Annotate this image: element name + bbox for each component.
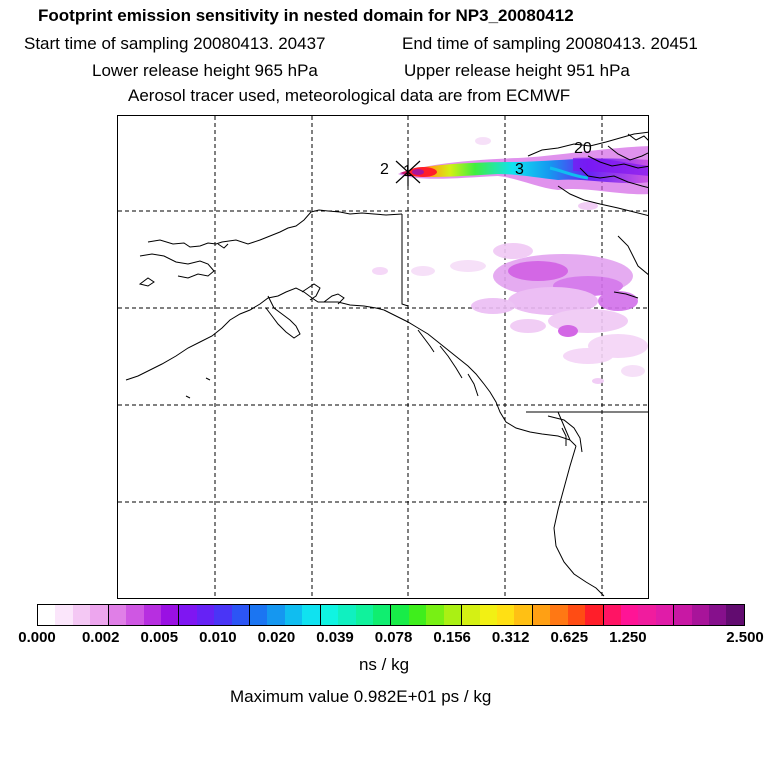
coastline <box>627 133 648 141</box>
sensitivity-field <box>372 137 648 384</box>
colorbar-cell <box>214 605 232 625</box>
map-panel: 2 1 3 20 <box>117 115 649 599</box>
colorbar-cell <box>284 605 303 625</box>
graticule <box>118 116 648 598</box>
tracer-info-label: Aerosol tracer used, meteorological data… <box>128 86 571 105</box>
colorbar-cell <box>108 605 127 625</box>
coastline <box>579 167 648 189</box>
coastline <box>323 293 345 305</box>
coastlines <box>125 131 648 597</box>
colorbar-tick-label: 0.005 <box>140 629 179 646</box>
colorbar-cell <box>373 605 392 625</box>
colorbar-cell <box>126 605 144 625</box>
coastline <box>217 243 229 249</box>
coastline <box>301 283 321 301</box>
colorbar-cell <box>479 605 497 625</box>
colorbar-tick-label: 0.010 <box>199 629 237 646</box>
colorbar-tick-label: 0.625 <box>550 629 589 646</box>
colorbar-tick-label: 0.312 <box>491 629 530 646</box>
colorbar-cell <box>55 605 73 625</box>
coastline <box>561 427 567 446</box>
coastline <box>125 287 385 381</box>
colorbar-cell <box>160 605 180 625</box>
colorbar-cell <box>408 605 427 625</box>
colorbar-cell <box>585 605 604 625</box>
colorbar-cell <box>567 605 586 625</box>
colorbar-tick-label: 0.000 <box>18 629 56 646</box>
colorbar-cell <box>250 605 268 625</box>
coastline <box>383 309 577 447</box>
coastline <box>417 329 435 353</box>
colorbar-cell <box>655 605 675 625</box>
colorbar-tick-label: 1.250 <box>609 629 647 646</box>
colorbar-cell <box>426 605 444 625</box>
coastline <box>205 377 211 381</box>
lower-height-label: Lower release height 965 hPa <box>92 61 318 80</box>
colorbar-cell <box>267 605 285 625</box>
coastline <box>607 145 648 161</box>
colorbar-tick-label: 0.002 <box>81 629 120 646</box>
colorbar-cell <box>462 605 480 625</box>
colorbar-cell <box>38 605 56 625</box>
coastline <box>139 253 215 279</box>
plot-title: Footprint emission sensitivity in nested… <box>38 6 574 25</box>
border <box>401 214 409 307</box>
coastline <box>439 345 463 379</box>
border <box>557 411 571 441</box>
colorbar-cell <box>709 605 727 625</box>
colorbar-cell <box>638 605 656 625</box>
trajectory-label-3: 3 <box>515 161 524 178</box>
trajectory-label-20: 20 <box>574 140 592 157</box>
colorbar <box>37 604 745 626</box>
colorbar-cell <box>443 605 463 625</box>
colorbar-tick-label: 2.500 <box>726 629 764 646</box>
colorbar-cell <box>143 605 161 625</box>
colorbar-cell <box>550 605 568 625</box>
colorbar-cell <box>620 605 639 625</box>
coastline <box>138 277 155 287</box>
upper-height-label: Upper release height 951 hPa <box>404 61 630 80</box>
trajectory-label-2: 2 <box>380 161 389 178</box>
colorbar-cell <box>726 605 744 625</box>
colorbar-tick-label: 0.078 <box>374 629 413 646</box>
colorbar-cell <box>691 605 710 625</box>
trajectory-label-1: 1 <box>403 163 412 180</box>
colorbar-cell <box>196 605 215 625</box>
colorbar-cell <box>338 605 356 625</box>
colorbar-cell <box>90 605 109 625</box>
colorbar-cell <box>532 605 551 625</box>
colorbar-cell <box>302 605 321 625</box>
start-time-label: Start time of sampling 20080413. 20437 <box>24 34 326 53</box>
colorbar-cell <box>179 605 197 625</box>
coastline <box>547 415 583 453</box>
coastline <box>147 209 403 248</box>
maximum-value-label: Maximum value 0.982E+01 ps / kg <box>230 687 492 706</box>
coastline <box>553 445 605 597</box>
coastline <box>617 235 648 275</box>
colorbar-cell <box>72 605 91 625</box>
coastline <box>265 295 301 339</box>
colorbar-cell <box>603 605 621 625</box>
coastline <box>613 291 639 299</box>
colorbar-cell <box>231 605 251 625</box>
end-time-label: End time of sampling 20080413. 20451 <box>402 34 698 53</box>
colorbar-cell <box>355 605 374 625</box>
colorbar-cell <box>514 605 533 625</box>
map-svg <box>118 116 648 598</box>
colorbar-cell <box>496 605 515 625</box>
colorbar-cell <box>320 605 339 625</box>
coastline <box>185 395 191 399</box>
colorbar-tick-label: 0.156 <box>433 629 471 646</box>
coastline <box>557 185 648 217</box>
colorbar-tick-label: 0.020 <box>257 629 296 646</box>
colorbar-tick-label: 0.039 <box>316 629 354 646</box>
colorbar-cell <box>674 605 692 625</box>
coastline <box>467 373 479 397</box>
plume <box>398 146 648 195</box>
coastline <box>587 155 648 169</box>
release-point-marker <box>395 158 421 186</box>
colorbar-units: ns / kg <box>358 655 410 674</box>
colorbar-cell <box>391 605 409 625</box>
